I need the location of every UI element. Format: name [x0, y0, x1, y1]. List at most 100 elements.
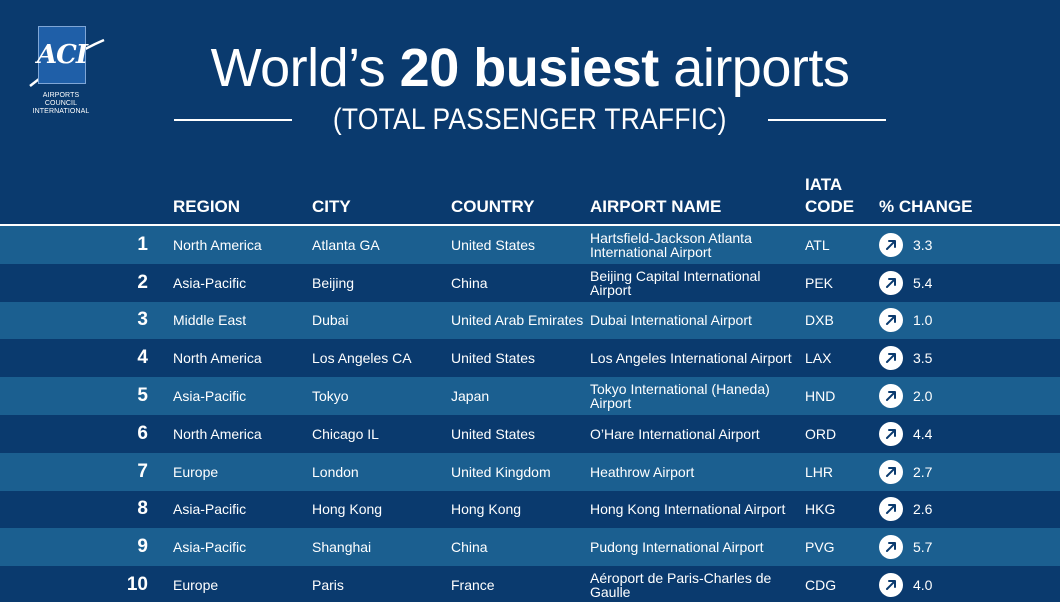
- cell-country: United Arab Emirates: [451, 312, 584, 329]
- table-header: REGION CITY COUNTRY AIRPORT NAME IATA CO…: [0, 170, 1060, 224]
- cell-rank: 1: [137, 233, 148, 255]
- cell-country: Japan: [451, 388, 490, 405]
- cell-code: CDG: [805, 577, 837, 594]
- logo-mark: ACI: [36, 26, 88, 84]
- cell-city: Hong Kong: [312, 501, 383, 518]
- cell-change: 1.0: [879, 302, 999, 340]
- cell-region: North America: [173, 236, 262, 253]
- header-airport: AIRPORT NAME: [590, 197, 722, 216]
- cell-region: Asia-Pacific: [173, 539, 247, 556]
- table-row: 10 Europe Paris France Aéroport de Paris…: [0, 566, 1060, 602]
- cell-region: Europe: [173, 577, 219, 594]
- cell-change: 3.5: [879, 339, 999, 377]
- cell-airport: Beijing Capital International Airport: [590, 267, 761, 298]
- cell-region: Middle East: [173, 312, 247, 329]
- table-body: 1 North America Atlanta GA United States…: [0, 226, 1060, 602]
- cell-code: PVG: [805, 539, 835, 556]
- cell-country: Hong Kong: [451, 501, 522, 518]
- arrow-up-right-icon: [879, 535, 903, 560]
- change-value: 2.7: [913, 463, 933, 480]
- cell-country: United States: [451, 350, 536, 367]
- table-row: 6 North America Chicago IL United States…: [0, 414, 1060, 453]
- cell-rank: 8: [137, 498, 148, 520]
- change-value: 3.5: [913, 350, 933, 367]
- cell-country: France: [451, 577, 495, 594]
- header-rule: [0, 224, 1060, 226]
- arrow-up-right-icon: [879, 497, 903, 522]
- cell-region: North America: [173, 425, 262, 442]
- cell-code: ORD: [805, 425, 837, 442]
- cell-region: North America: [173, 350, 262, 367]
- cell-change: 2.7: [879, 453, 999, 491]
- cell-code: HKG: [805, 501, 836, 518]
- header-region: REGION: [173, 197, 241, 216]
- cell-rank: 2: [137, 271, 148, 293]
- page-subtitle: (TOTAL PASSENGER TRAFFIC): [333, 103, 727, 136]
- cell-region: Asia-Pacific: [173, 388, 247, 405]
- header-code-line2: CODE: [805, 197, 855, 216]
- cell-airport: Hartsfield-Jackson Atlanta International…: [590, 229, 752, 260]
- header-country: COUNTRY: [451, 197, 535, 216]
- cell-rank: 9: [137, 536, 148, 558]
- change-value: 5.7: [913, 539, 933, 556]
- subtitle-block: (TOTAL PASSENGER TRAFFIC): [174, 100, 886, 140]
- change-value: 3.3: [913, 236, 933, 253]
- cell-change: 2.6: [879, 491, 999, 529]
- aci-logo: ACI AIRPORTS COUNCIL INTERNATIONAL: [26, 22, 106, 122]
- table-row: 7 Europe London United Kingdom Heathrow …: [0, 452, 1060, 491]
- cell-city: Tokyo: [312, 388, 349, 405]
- cell-city: Los Angeles CA: [312, 350, 412, 367]
- arrow-up-right-icon: [879, 459, 903, 484]
- cell-rank: 7: [137, 460, 148, 482]
- cell-airport: Hong Kong International Airport: [590, 501, 786, 518]
- cell-code: ATL: [805, 236, 830, 253]
- arrow-up-right-icon: [879, 270, 903, 295]
- header-code-line1: IATA: [805, 175, 843, 194]
- cell-city: London: [312, 463, 359, 480]
- cell-region: Asia-Pacific: [173, 501, 247, 518]
- cell-country: United States: [451, 236, 536, 253]
- arrow-up-right-icon: [879, 232, 903, 257]
- cell-region: Asia-Pacific: [173, 274, 247, 291]
- change-value: 2.0: [913, 388, 933, 405]
- change-value: 4.0: [913, 577, 933, 594]
- cell-city: Atlanta GA: [312, 236, 380, 253]
- page-title: World’s 20 busiest airports: [0, 36, 1060, 100]
- arrow-up-right-icon: [879, 421, 903, 446]
- cell-airport: Tokyo International (Haneda) Airport: [590, 381, 770, 412]
- cell-airport: Pudong International Airport: [590, 539, 764, 556]
- change-value: 2.6: [913, 501, 933, 518]
- arrow-up-right-icon: [879, 384, 903, 409]
- logo-letters: ACI: [36, 40, 88, 70]
- table-row: 9 Asia-Pacific Shanghai China Pudong Int…: [0, 528, 1060, 567]
- header-code: IATA CODE: [805, 174, 854, 218]
- cell-airport: Dubai International Airport: [590, 312, 752, 329]
- cell-rank: 10: [126, 574, 148, 596]
- change-value: 4.4: [913, 425, 933, 442]
- cell-airport: Heathrow Airport: [590, 463, 695, 480]
- cell-change: 5.4: [879, 264, 999, 302]
- cell-country: United States: [451, 425, 536, 442]
- logo-text-line2: INTERNATIONAL: [32, 108, 90, 115]
- cell-country: United Kingdom: [451, 463, 551, 480]
- cell-code: LAX: [805, 350, 832, 367]
- cell-rank: 6: [137, 422, 148, 444]
- header-change: % CHANGE: [879, 197, 973, 216]
- cell-rank: 3: [137, 309, 148, 331]
- cell-airport: O’Hare International Airport: [590, 425, 760, 442]
- cell-city: Paris: [312, 577, 344, 594]
- cell-city: Beijing: [312, 274, 355, 291]
- subtitle-rule-left: [174, 119, 293, 121]
- change-value: 1.0: [913, 312, 933, 329]
- cell-code: DXB: [805, 312, 834, 329]
- cell-change: 3.3: [879, 226, 999, 264]
- cell-change: 5.7: [879, 528, 999, 566]
- table-row: 3 Middle East Dubai United Arab Emirates…: [0, 301, 1060, 340]
- cell-city: Shanghai: [312, 539, 372, 556]
- logo-text-line1: AIRPORTS COUNCIL: [42, 92, 80, 107]
- cell-country: China: [451, 539, 488, 556]
- title-pre: World’s: [210, 38, 400, 98]
- logo-text: AIRPORTS COUNCIL INTERNATIONAL: [26, 92, 96, 116]
- arrow-up-right-icon: [879, 573, 903, 598]
